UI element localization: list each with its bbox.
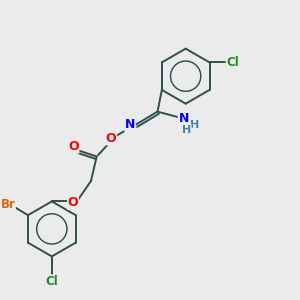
Text: Cl: Cl	[45, 275, 58, 288]
Text: N: N	[178, 112, 189, 125]
Text: H: H	[182, 124, 191, 135]
Text: H: H	[190, 120, 199, 130]
Text: O: O	[106, 132, 116, 145]
Text: Cl: Cl	[227, 56, 240, 69]
Text: O: O	[68, 196, 78, 209]
Text: Br: Br	[0, 198, 15, 212]
Text: O: O	[68, 140, 79, 153]
Text: N: N	[125, 118, 135, 131]
